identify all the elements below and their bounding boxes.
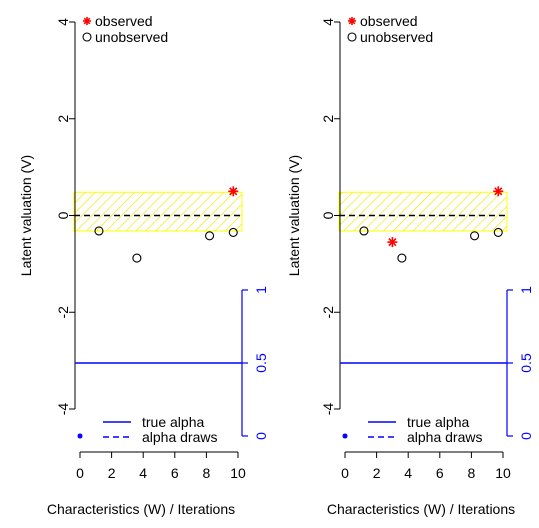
x-tick-label: 8 xyxy=(468,465,476,481)
unobserved-point xyxy=(94,226,104,236)
legend-alpha-draws-point xyxy=(342,433,348,439)
y-axis-label: Latent valuation (V) xyxy=(286,155,302,276)
y-tick-label: 4 xyxy=(55,18,71,26)
y-tick-label: 2 xyxy=(320,115,336,123)
y-tick-label: 4 xyxy=(320,18,336,26)
y-tick-label: -2 xyxy=(320,306,336,319)
legend-alpha-draws-point-stroke xyxy=(77,433,83,439)
unobserved-point xyxy=(493,227,503,237)
legend-observed-label: observed xyxy=(95,13,153,29)
legend-unobserved-marker xyxy=(347,32,357,42)
observed-point xyxy=(387,237,398,248)
legend-true-alpha-label: true alpha xyxy=(407,414,469,430)
x-tick-label: 6 xyxy=(171,465,179,481)
observed-point-stroke xyxy=(388,238,397,247)
x-tick-label: 0 xyxy=(341,465,349,481)
legend-observed-marker xyxy=(83,17,91,25)
x-tick-label: 0 xyxy=(76,465,84,481)
shaded-band xyxy=(338,191,508,232)
legend-observed-marker-stroke xyxy=(348,17,356,25)
legend-alpha-draws-label: alpha draws xyxy=(407,429,483,445)
observed-point-stroke xyxy=(494,187,503,196)
y-axis-label: Latent valuation (V) xyxy=(18,155,34,276)
secondary-tick-label: 0.5 xyxy=(518,353,534,373)
legend-alpha-draws-label: alpha draws xyxy=(142,429,218,445)
y-tick-label: -2 xyxy=(55,306,71,319)
unobserved-point xyxy=(228,227,238,237)
y-tick-label: -4 xyxy=(320,403,336,416)
y-tick-label: 0 xyxy=(55,211,71,219)
y-tick-label: -4 xyxy=(55,403,71,416)
observed-point xyxy=(493,186,504,197)
x-tick-label: 2 xyxy=(108,465,116,481)
x-axis-label: Characteristics (W) / Iterations xyxy=(47,501,235,517)
legend-observed-label: observed xyxy=(360,13,418,29)
legend-observed-marker xyxy=(348,17,356,25)
unobserved-point xyxy=(397,253,407,263)
x-tick-label: 4 xyxy=(139,465,147,481)
legend-unobserved-label: unobserved xyxy=(360,29,433,45)
x-tick-label: 6 xyxy=(436,465,444,481)
observed-point-stroke xyxy=(229,187,238,196)
legend-observed-marker-stroke xyxy=(83,17,91,25)
legend-unobserved-label: unobserved xyxy=(95,29,168,45)
legend-alpha-draws-point xyxy=(77,433,83,439)
secondary-tick-label: 1 xyxy=(253,286,269,294)
x-axis-label: Characteristics (W) / Iterations xyxy=(327,501,515,517)
shaded-band xyxy=(73,191,243,232)
secondary-tick-label: 0 xyxy=(518,432,534,440)
unobserved-point xyxy=(132,253,142,263)
y-tick-label: 0 xyxy=(320,211,336,219)
secondary-tick-label: 0.5 xyxy=(253,353,269,373)
x-tick-label: 8 xyxy=(203,465,211,481)
legend-unobserved-marker xyxy=(82,32,92,42)
legend-true-alpha-label: true alpha xyxy=(142,414,204,430)
secondary-tick-label: 0 xyxy=(253,432,269,440)
y-tick-label: 2 xyxy=(55,115,71,123)
unobserved-point xyxy=(205,231,215,241)
x-tick-label: 10 xyxy=(495,465,511,481)
legend-alpha-draws-point-stroke xyxy=(342,433,348,439)
observed-point xyxy=(228,186,239,197)
unobserved-point xyxy=(359,226,369,236)
unobserved-point xyxy=(470,231,480,241)
x-tick-label: 10 xyxy=(230,465,246,481)
secondary-tick-label: 1 xyxy=(518,286,534,294)
x-tick-label: 4 xyxy=(404,465,412,481)
x-tick-label: 2 xyxy=(373,465,381,481)
